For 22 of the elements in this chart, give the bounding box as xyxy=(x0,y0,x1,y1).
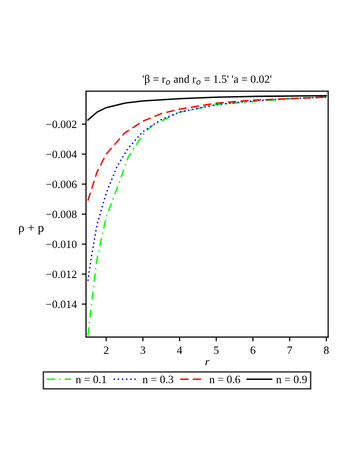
legend-label: n = 0.9 xyxy=(276,376,307,384)
x-tick-label: 7 xyxy=(288,346,292,354)
legend-label: n = 0.1 xyxy=(76,376,106,384)
y-tick-label: −0.012 xyxy=(46,270,76,278)
x-axis-title: r xyxy=(205,360,210,366)
x-tick-label: 2 xyxy=(104,346,108,354)
x-tick-label: 3 xyxy=(140,346,146,354)
y-tick-label: −0.014 xyxy=(46,300,77,308)
chart-title: 'β = r$_{o}$ and r$_{o}$ = 1.5' 'a = 0.02' xyxy=(142,74,272,86)
y-tick-label: −0.006 xyxy=(46,180,77,188)
y-tick-label: −0.002 xyxy=(46,120,76,128)
y-axis-title: ρ + p xyxy=(19,224,44,235)
y-tick-label: −0.010 xyxy=(46,240,77,248)
legend-label: n = 0.3 xyxy=(142,376,174,384)
x-tick-label: 4 xyxy=(177,346,182,354)
x-tick-label: 8 xyxy=(324,346,329,354)
legend-label: n = 0.6 xyxy=(209,376,240,384)
y-tick-label: −0.008 xyxy=(46,210,77,218)
x-tick-label: 5 xyxy=(214,346,219,354)
y-tick-label: −0.004 xyxy=(46,150,77,158)
line-series xyxy=(87,96,328,282)
x-tick-label: 6 xyxy=(250,346,256,354)
